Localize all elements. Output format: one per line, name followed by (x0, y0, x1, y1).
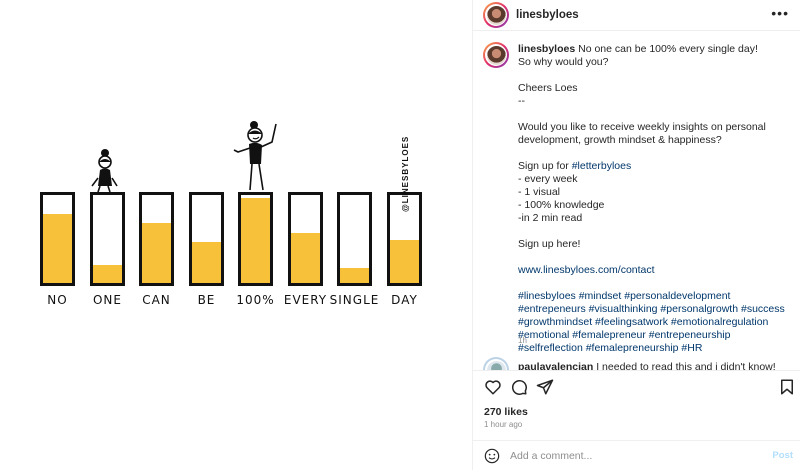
heart-icon[interactable] (484, 378, 502, 396)
caption-line: Would you like to receive weekly insight… (518, 121, 766, 146)
bar-label: BE (197, 293, 216, 307)
post-time[interactable]: 1 hour ago (484, 420, 523, 429)
caption-line (518, 108, 788, 121)
comment-input[interactable] (510, 448, 750, 464)
caption-line[interactable]: www.linesbyloes.com/contact (518, 264, 655, 276)
caption-line[interactable]: #linesbyloes #mindset #personaldevelopme… (518, 290, 785, 354)
caption-line (518, 277, 788, 290)
comment-icon[interactable] (510, 378, 528, 396)
caption-line: - 100% knowledge (518, 199, 605, 211)
bar-label: 100% (236, 293, 275, 307)
comment-username[interactable]: paulavalencian (518, 361, 594, 370)
author-avatar[interactable] (483, 2, 509, 28)
bar-label: NO (47, 293, 68, 307)
level-fill (340, 268, 369, 283)
caption-avatar[interactable] (483, 42, 509, 68)
level-fill (192, 241, 221, 283)
level-fill (241, 197, 270, 283)
bar-label: ONE (92, 293, 122, 307)
level-bar (90, 192, 125, 286)
caption-line: Cheers Loes (518, 82, 578, 94)
bar-label: EVERY (283, 293, 328, 307)
caption-line (518, 225, 788, 238)
level-bar (387, 192, 422, 286)
sitting-figure (91, 149, 118, 193)
comment: paulavalencian I needed to read this and… (518, 361, 788, 370)
level-bar (40, 192, 75, 286)
caption-line: Sign up for #letterbyloes (518, 160, 632, 172)
post-button[interactable]: Post (772, 450, 793, 461)
comment-text: I needed to read this and i didn't know! (596, 361, 776, 370)
likes-count[interactable]: 270 likes (484, 406, 528, 418)
emoji-icon[interactable] (484, 448, 500, 464)
level-fill (291, 232, 320, 283)
level-bar (288, 192, 323, 286)
action-bar (473, 370, 800, 400)
post-panel: linesbyloes ••• linesbyloes No one can b… (472, 0, 800, 470)
caption-line: - 1 visual (518, 186, 561, 198)
caption-line: - every week (518, 173, 578, 185)
level-bar (238, 192, 273, 286)
bar-label: CAN (142, 293, 171, 307)
standing-figure (233, 121, 277, 191)
commenter-avatar[interactable] (483, 357, 509, 370)
level-bar (189, 192, 224, 286)
hashtag-link[interactable]: #letterbyloes (571, 160, 632, 172)
watermark: @LINESBYLOES (401, 135, 410, 212)
more-horizontal-icon[interactable]: ••• (771, 5, 789, 21)
add-comment-bar: Post (473, 440, 800, 470)
level-fill (142, 223, 171, 283)
comments-section[interactable]: linesbyloes No one can be 100% every sin… (473, 32, 800, 370)
post-image[interactable]: NO ONE CAN BE 100% EVERY SINGLE DAY @LINESBYLOE… (0, 0, 472, 470)
bar-label: SINGLE (329, 293, 380, 307)
bar-label: DAY (391, 293, 418, 307)
caption-first-line: No one can be 100% every single day! (578, 43, 758, 55)
caption-line (518, 69, 788, 82)
post-header: linesbyloes ••• (473, 0, 800, 31)
caption-line: So why would you? (518, 56, 609, 68)
caption-body: So why would you? Cheers Loes -- Would you … (518, 56, 788, 355)
level-fill (43, 214, 72, 283)
level-bar (337, 192, 372, 286)
caption-line (518, 251, 788, 264)
level-bar (139, 192, 174, 286)
bookmark-icon[interactable] (778, 378, 796, 396)
send-icon[interactable] (536, 378, 554, 396)
caption-username[interactable]: linesbyloes (518, 43, 576, 55)
level-fill (390, 239, 419, 283)
caption-line: -in 2 min read (518, 212, 583, 224)
author-username[interactable]: linesbyloes (516, 9, 579, 21)
level-fill (93, 264, 122, 283)
caption: linesbyloes No one can be 100% every sin… (518, 43, 788, 355)
caption-time: 1h (518, 336, 527, 345)
caption-line: Sign up here! (518, 238, 581, 250)
caption-line: -- (518, 95, 525, 107)
caption-line (518, 147, 788, 160)
